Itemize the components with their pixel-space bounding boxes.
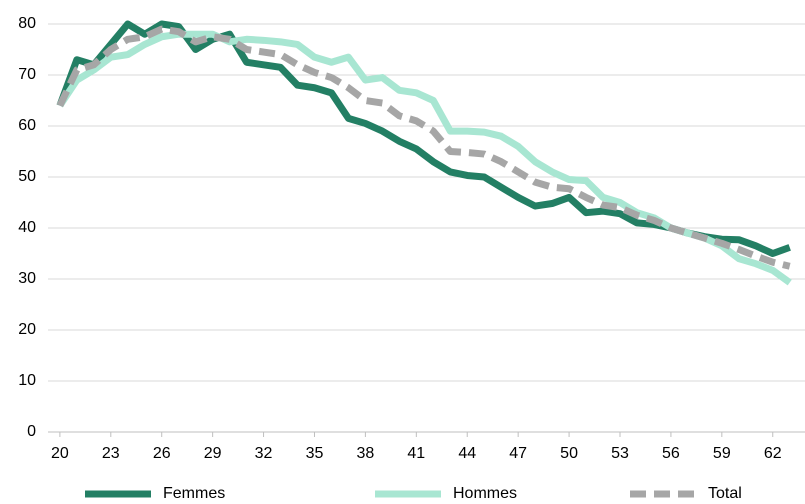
- x-tick-label: 35: [306, 445, 324, 462]
- y-tick-label: 20: [18, 321, 36, 338]
- y-tick-label: 40: [18, 219, 36, 236]
- x-tick-label: 47: [509, 445, 527, 462]
- legend-label: Femmes: [163, 485, 225, 502]
- x-tick-label: 50: [560, 445, 578, 462]
- legend-label: Hommes: [453, 485, 517, 502]
- y-tick-label: 60: [18, 117, 36, 134]
- y-tick-label: 50: [18, 168, 36, 185]
- x-tick-label: 41: [407, 445, 425, 462]
- x-tick-label: 32: [255, 445, 273, 462]
- line-series: [56, 25, 791, 270]
- x-tick-label: 23: [102, 445, 120, 462]
- x-tick-label: 59: [713, 445, 731, 462]
- y-tick-label: 70: [18, 66, 36, 83]
- y-tick-label: 10: [18, 372, 36, 389]
- x-tick-label: 20: [51, 445, 69, 462]
- x-tick-label: 44: [458, 445, 476, 462]
- legend-label: Total: [708, 485, 742, 502]
- y-tick-label: 30: [18, 270, 36, 287]
- x-tick-label: 26: [153, 445, 171, 462]
- y-tick-label: 80: [18, 15, 36, 32]
- x-tick-label: 29: [204, 445, 222, 462]
- x-tick-label: 38: [356, 445, 374, 462]
- x-tick-label: 62: [764, 445, 782, 462]
- x-tick-label: 53: [611, 445, 629, 462]
- line-series: [56, 20, 791, 257]
- y-tick-label: 0: [27, 423, 36, 440]
- x-tick-label: 56: [662, 445, 680, 462]
